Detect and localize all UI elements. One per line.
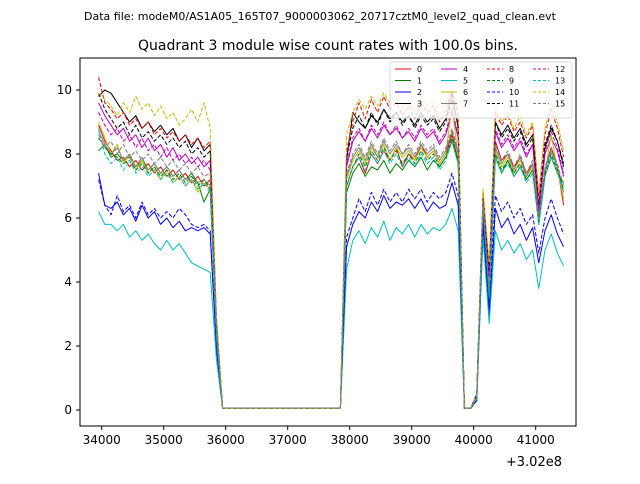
y-tick-label: 0 [64, 403, 72, 417]
legend-label-0: 0 [417, 65, 422, 74]
x-tick-label: 34000 [83, 433, 121, 447]
legend-label-3: 3 [417, 100, 422, 109]
legend-box [389, 61, 573, 119]
legend-label-12: 12 [555, 65, 565, 74]
series-line-8 [98, 77, 565, 409]
y-tick-label: 8 [64, 147, 72, 161]
series-line-3 [98, 89, 565, 409]
series-line-5 [98, 207, 565, 409]
legend-label-11: 11 [509, 100, 519, 109]
data-file-label: Data file: modeM0/AS1A05_165T07_90000030… [84, 10, 557, 23]
x-tick-label: 35000 [145, 433, 183, 447]
legend-label-13: 13 [555, 77, 565, 86]
y-tick-label: 6 [64, 211, 72, 225]
x-offset-label: +3.02e8 [506, 455, 562, 470]
x-tick-label: 36000 [207, 433, 245, 447]
series-line-12 [98, 108, 565, 409]
legend-label-2: 2 [417, 88, 422, 97]
x-tick-label: 37000 [269, 433, 307, 447]
series-line-9 [98, 137, 565, 409]
series-line-7 [98, 131, 565, 409]
x-tick-label: 41000 [517, 433, 555, 447]
axes: 34000 35000 36000 37000 38000 39000 40000 41000… [57, 57, 577, 447]
x-tick-label: 38000 [331, 433, 369, 447]
series-line-6 [98, 105, 565, 409]
y-tick-label: 2 [64, 339, 72, 353]
series-line-11 [98, 93, 565, 409]
x-tick-label: 40000 [455, 433, 493, 447]
series-line-4 [98, 102, 565, 409]
series-line-15 [98, 127, 565, 409]
legend-label-8: 8 [509, 65, 514, 74]
x-tick-label: 39000 [393, 433, 431, 447]
series-line-2 [98, 173, 565, 409]
legend-label-14: 14 [555, 88, 565, 97]
y-tick-label: 10 [57, 83, 72, 97]
plot-area [98, 77, 565, 409]
legend-label-5: 5 [463, 77, 468, 86]
legend-label-4: 4 [463, 65, 468, 74]
axes-frame [79, 57, 577, 427]
legend-label-9: 9 [509, 77, 514, 86]
series-line-14 [98, 89, 565, 409]
legend-label-6: 6 [463, 88, 468, 97]
legend-label-7: 7 [463, 100, 468, 109]
legend-label-10: 10 [509, 88, 519, 97]
chart-title: Quadrant 3 module wise count rates with … [138, 38, 518, 54]
series-line-13 [98, 128, 565, 409]
y-tick-label: 4 [64, 275, 72, 289]
legend-label-1: 1 [417, 77, 422, 86]
series-line-10 [98, 172, 565, 409]
legend-label-15: 15 [555, 100, 565, 109]
